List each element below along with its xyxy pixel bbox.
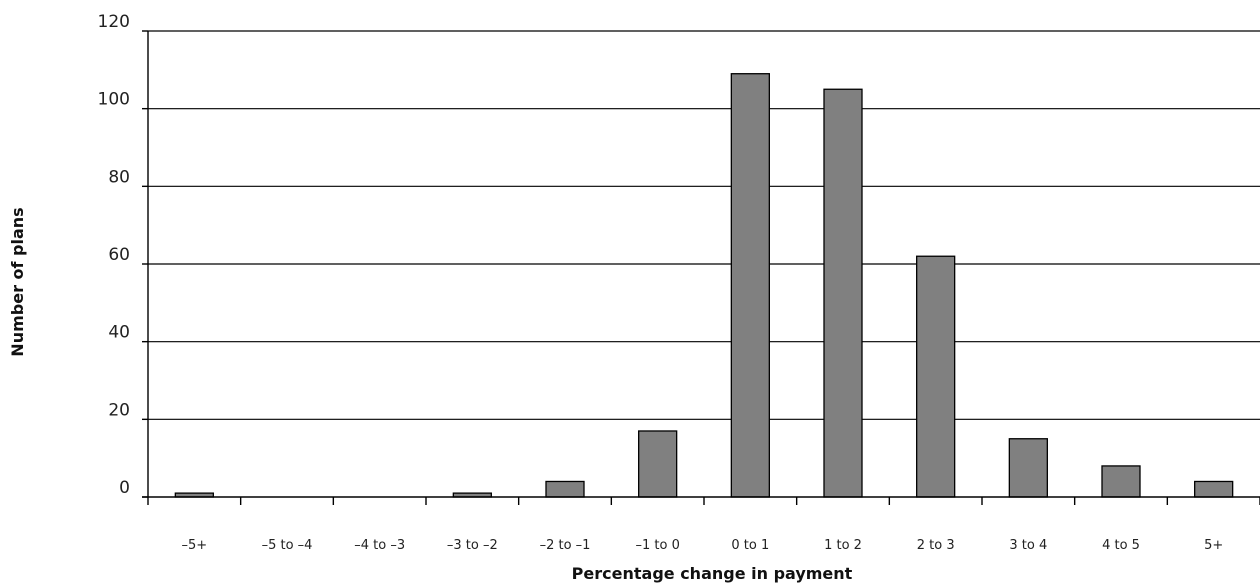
x-tick-label: 3 to 4 xyxy=(1009,538,1047,553)
bar xyxy=(1008,438,1048,498)
y-tick-label: 60 xyxy=(108,245,130,265)
y-tick-label: 20 xyxy=(108,400,130,420)
x-tick-label: –5+ xyxy=(181,538,207,553)
y-tick-label: 80 xyxy=(108,167,130,187)
x-tick-label: –5 to –4 xyxy=(262,538,313,553)
tick-labels: 0 20 40 60 80 100 120 –5+ –5 to –4 –4 to –3 –3 to … xyxy=(98,12,1224,553)
x-tick-label: –4 to –3 xyxy=(354,538,405,553)
x-tick-label: –1 to 0 xyxy=(635,538,679,553)
bars xyxy=(174,73,1234,498)
y-tick-label: 0 xyxy=(119,478,130,498)
bar xyxy=(638,430,678,498)
y-tick-label: 40 xyxy=(108,323,130,343)
x-tick-label: 4 to 5 xyxy=(1102,538,1140,553)
bar xyxy=(1194,480,1234,498)
x-tick-label: 2 to 3 xyxy=(917,538,955,553)
y-tick-label: 100 xyxy=(98,90,130,110)
bar xyxy=(730,73,770,498)
y-axis-title: Number of plans xyxy=(8,207,27,356)
axes xyxy=(142,30,1260,505)
x-tick-label: –3 to –2 xyxy=(447,538,498,553)
x-tick-label: 5+ xyxy=(1204,538,1223,553)
gridlines xyxy=(148,30,1260,420)
x-axis-title: Percentage change in payment xyxy=(572,564,853,583)
x-tick-label: 0 to 1 xyxy=(731,538,769,553)
bar xyxy=(1101,465,1141,498)
y-tick-label: 120 xyxy=(98,12,130,32)
bar xyxy=(823,88,863,498)
bar xyxy=(545,480,585,498)
bar xyxy=(916,255,956,498)
x-tick-label: –2 to –1 xyxy=(540,538,591,553)
x-tick-label: 1 to 2 xyxy=(824,538,862,553)
